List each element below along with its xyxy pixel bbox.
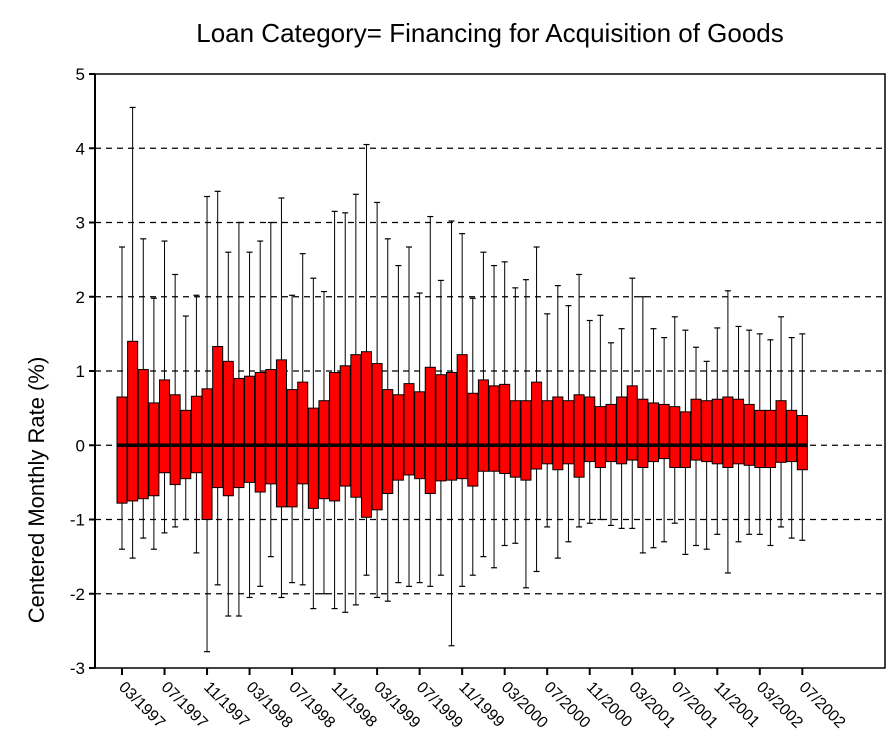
- box: [520, 400, 532, 481]
- x-tick-label: 07/1998: [285, 679, 338, 732]
- box: [754, 409, 766, 469]
- x-tick-label: 07/2000: [540, 679, 593, 732]
- box: [605, 403, 617, 463]
- box: [764, 409, 776, 469]
- x-tick-label: 03/2000: [498, 679, 551, 732]
- box: [201, 388, 213, 520]
- box: [637, 398, 649, 469]
- y-tick-label: 2: [76, 288, 85, 307]
- x-tick-label: 11/2001: [710, 679, 762, 731]
- box: [467, 392, 479, 487]
- box: [584, 396, 596, 463]
- box: [647, 402, 660, 463]
- box: [233, 377, 245, 489]
- x-tick-label: 07/1997: [158, 679, 211, 732]
- y-tick-label: 5: [76, 65, 85, 84]
- box: [658, 403, 670, 460]
- box: [212, 345, 224, 489]
- box: [743, 403, 755, 466]
- box: [669, 406, 681, 469]
- y-tick-label: -3: [70, 659, 85, 678]
- x-tick-label: 03/2001: [625, 679, 678, 732]
- x-tick-label: 03/1997: [115, 679, 168, 732]
- box: [297, 381, 309, 485]
- box: [392, 394, 404, 481]
- box: [679, 411, 691, 469]
- y-axis-label: Centered Monthly Rate (%): [24, 357, 49, 624]
- x-tick-label: 07/1999: [413, 679, 466, 732]
- box: [116, 396, 128, 504]
- box: [626, 385, 638, 461]
- box: [329, 371, 341, 502]
- box: [371, 363, 383, 511]
- y-tick-label: 0: [76, 436, 85, 455]
- y-tick-label: 1: [76, 362, 85, 381]
- box: [552, 396, 564, 471]
- box: [286, 389, 298, 508]
- box: [477, 379, 489, 472]
- box: [796, 415, 808, 471]
- box: [190, 395, 202, 474]
- box: [318, 400, 330, 500]
- box: [435, 374, 447, 482]
- x-tick-label: 11/2000: [583, 679, 635, 731]
- chart-title: Loan Category= Financing for Acquisition…: [196, 18, 784, 48]
- box: [350, 354, 362, 498]
- box: [265, 369, 277, 485]
- x-tick-label: 03/1998: [243, 679, 296, 732]
- box: [541, 400, 553, 465]
- box: [701, 400, 713, 463]
- y-tick-label: 3: [76, 214, 85, 233]
- box: [127, 340, 139, 502]
- x-tick-label: 11/1999: [455, 679, 507, 731]
- box: [733, 398, 745, 465]
- box: [573, 394, 585, 478]
- box: [169, 394, 181, 486]
- x-tick-label: 07/2001: [668, 679, 721, 732]
- box: [244, 375, 256, 483]
- box: [424, 366, 436, 495]
- x-tick-label: 03/1999: [370, 679, 423, 732]
- y-tick-label: 4: [76, 139, 85, 158]
- box: [137, 369, 149, 500]
- box: [711, 398, 723, 465]
- box: [616, 396, 628, 465]
- y-tick-label: -1: [70, 511, 85, 530]
- box: [509, 400, 521, 478]
- box: [488, 385, 500, 472]
- x-tick-label: 07/2002: [795, 679, 848, 732]
- box: [382, 389, 394, 495]
- box: [339, 365, 351, 487]
- box: [360, 351, 373, 518]
- box: [222, 360, 234, 497]
- box: [403, 383, 415, 476]
- box: [254, 371, 266, 493]
- box: [148, 402, 160, 497]
- y-tick-label: -2: [70, 585, 85, 604]
- box: [722, 396, 734, 469]
- box: [690, 398, 702, 461]
- box: [275, 359, 287, 508]
- box: [414, 391, 426, 480]
- x-tick-label: 11/1998: [328, 679, 380, 731]
- box: [307, 407, 319, 509]
- box: [594, 406, 606, 469]
- box: [531, 381, 543, 470]
- box: [456, 354, 468, 480]
- box: [562, 400, 574, 465]
- x-tick-label: 03/2002: [753, 679, 806, 732]
- box: [446, 371, 458, 481]
- box: [499, 383, 511, 474]
- box: [159, 379, 171, 474]
- box: [775, 400, 787, 463]
- box: [786, 409, 798, 463]
- x-tick-label: 11/1997: [200, 679, 252, 731]
